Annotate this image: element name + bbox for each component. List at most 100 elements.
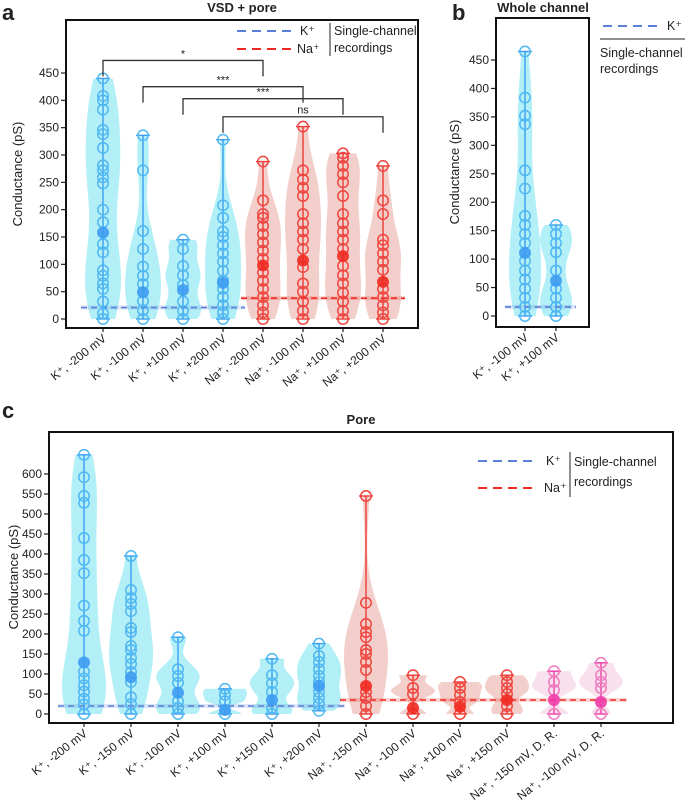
- y-tick-label: 300: [469, 138, 489, 152]
- data-point: [78, 679, 90, 692]
- data-point: [519, 273, 531, 286]
- data-point: [377, 291, 389, 304]
- data-point: [360, 644, 372, 656]
- y-tick-label: 100: [469, 252, 489, 266]
- y-tick-label: 50: [29, 687, 43, 701]
- data-point: [78, 554, 90, 566]
- y-tick-label: 200: [469, 195, 489, 209]
- y-tick-label: 250: [22, 607, 42, 621]
- data-point: [519, 291, 531, 304]
- mean-marker-5: [313, 680, 325, 692]
- mean-marker-6: [337, 250, 349, 263]
- data-point: [97, 264, 109, 277]
- mean-marker-0: [519, 246, 531, 259]
- mean-marker-9: [501, 694, 513, 706]
- data-point: [78, 685, 90, 698]
- significance-label: *: [181, 48, 186, 60]
- data-point: [257, 299, 269, 312]
- significance-bracket-0: [102, 59, 264, 77]
- data-point: [97, 238, 109, 251]
- data-point: [97, 103, 109, 116]
- data-point: [266, 652, 278, 665]
- y-tick-label: 350: [469, 110, 489, 124]
- data-point: [97, 141, 109, 154]
- data-point: [266, 708, 278, 720]
- data-point: [337, 168, 349, 181]
- mean-marker-7: [407, 702, 419, 714]
- data-point: [257, 236, 269, 249]
- data-point: [297, 217, 309, 230]
- data-point: [78, 490, 90, 502]
- y-tick-label: 0: [35, 707, 42, 721]
- data-point: [97, 94, 109, 107]
- y-tick-label: 300: [39, 148, 59, 162]
- mean-marker-2: [172, 686, 184, 699]
- data-point: [97, 177, 109, 190]
- data-point: [313, 650, 325, 662]
- data-point: [219, 688, 231, 701]
- data-point: [313, 637, 325, 650]
- data-point: [407, 682, 419, 694]
- data-point: [297, 120, 309, 133]
- data-point: [97, 295, 109, 308]
- data-point: [125, 652, 137, 664]
- legend-group-label: Single-channel: [574, 455, 657, 469]
- data-point: [257, 274, 269, 287]
- data-point: [519, 219, 531, 231]
- data-point: [177, 304, 189, 317]
- legend-group-label: Single-channel: [334, 24, 417, 38]
- y-tick-label: 150: [469, 224, 489, 238]
- chart-title: Pore: [347, 412, 376, 427]
- data-point: [337, 233, 349, 246]
- y-tick-label: 600: [22, 467, 42, 481]
- data-point: [337, 313, 349, 325]
- data-point: [360, 626, 372, 638]
- plot-frame: [65, 19, 419, 329]
- legend-label: Na⁺: [297, 42, 320, 56]
- data-point: [137, 129, 149, 142]
- data-point: [595, 656, 607, 669]
- data-point: [377, 233, 389, 246]
- data-point: [219, 682, 231, 695]
- data-point: [78, 672, 90, 685]
- data-point: [337, 147, 349, 160]
- y-tick-label: 150: [39, 230, 59, 244]
- data-point: [519, 282, 531, 295]
- y-tick-label: 350: [39, 121, 59, 135]
- significance-label: ***: [257, 87, 271, 99]
- data-point: [454, 676, 466, 688]
- data-point: [519, 310, 531, 322]
- mean-marker-3: [219, 704, 231, 716]
- data-point: [337, 176, 349, 189]
- data-point: [125, 658, 137, 670]
- data-point: [137, 243, 149, 255]
- data-point: [97, 159, 109, 172]
- data-point: [360, 700, 372, 712]
- data-point: [454, 688, 466, 701]
- data-point: [297, 173, 309, 186]
- data-point: [78, 496, 90, 509]
- data-point: [501, 708, 513, 720]
- y-tick-label: 300: [22, 587, 42, 601]
- data-point: [337, 304, 349, 317]
- data-point: [257, 228, 269, 241]
- data-point: [337, 269, 349, 282]
- data-point: [407, 669, 419, 682]
- data-point: [377, 263, 389, 276]
- y-axis-label: Conductance (pS): [447, 120, 462, 225]
- data-point: [125, 550, 137, 562]
- panel-c-pore: Pore Conductance (pS) 0 50 100 150 200 250 300 35…: [6, 412, 674, 802]
- data-point: [177, 233, 189, 246]
- data-point: [377, 255, 389, 268]
- x-tick-label: Na⁺, -100 mV, D. R.: [514, 726, 607, 802]
- y-tick-label: 400: [469, 81, 489, 95]
- data-point: [337, 217, 349, 230]
- data-point: [550, 237, 562, 250]
- data-point: [217, 299, 229, 312]
- y-axis-label: Conductance (pS): [10, 122, 25, 227]
- data-point: [177, 295, 189, 308]
- y-tick-label: 400: [39, 93, 59, 107]
- data-point: [297, 190, 309, 202]
- data-point: [337, 151, 349, 164]
- data-point: [217, 291, 229, 304]
